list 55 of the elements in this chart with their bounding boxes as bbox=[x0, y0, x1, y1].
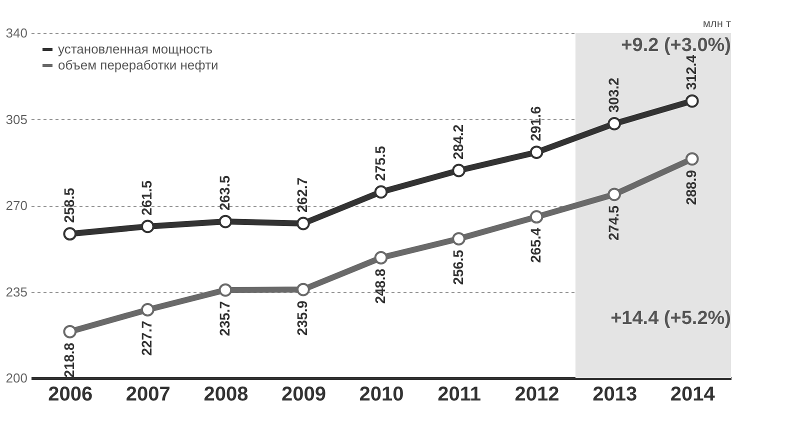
data-label: 256.5 bbox=[450, 250, 466, 285]
point bbox=[608, 116, 622, 130]
point bbox=[374, 185, 388, 199]
point bbox=[530, 210, 544, 224]
point bbox=[63, 324, 77, 338]
data-label: 275.5 bbox=[372, 146, 388, 181]
y-tick-label: 200 bbox=[6, 370, 28, 386]
y-tick-label: 235 bbox=[6, 284, 28, 300]
data-label: 263.5 bbox=[216, 175, 232, 211]
x-tick-label: 2008 bbox=[204, 384, 248, 406]
y-tick-label: 270 bbox=[6, 198, 28, 213]
data-label: 218.8 bbox=[60, 342, 77, 378]
point bbox=[685, 94, 699, 108]
point bbox=[685, 152, 699, 166]
x-tick-label: 2013 bbox=[592, 384, 638, 406]
point bbox=[140, 220, 154, 234]
data-label: 261.5 bbox=[138, 180, 155, 216]
point bbox=[140, 303, 154, 316]
y-tick-label: 305 bbox=[6, 112, 28, 127]
x-tick-label: 2011 bbox=[438, 384, 481, 406]
point bbox=[452, 232, 466, 246]
point bbox=[63, 227, 77, 241]
x-tick-label: 2010 bbox=[359, 384, 404, 406]
x-tick-label: 2014 bbox=[670, 384, 716, 406]
point bbox=[218, 214, 232, 228]
data-label: 312.4 bbox=[683, 54, 700, 90]
point bbox=[296, 216, 310, 230]
data-label: 235.7 bbox=[216, 300, 232, 336]
point bbox=[530, 146, 544, 159]
point bbox=[218, 283, 232, 297]
point bbox=[452, 164, 466, 178]
data-label: 265.4 bbox=[528, 228, 544, 263]
data-label: 288.9 bbox=[683, 170, 700, 205]
data-label: 262.7 bbox=[294, 177, 310, 212]
point bbox=[296, 282, 310, 296]
data-label: 291.6 bbox=[528, 106, 544, 142]
point bbox=[608, 188, 622, 202]
x-tick-label: 2009 bbox=[281, 384, 326, 406]
point bbox=[374, 251, 388, 264]
legend-label: объем переработки нефти bbox=[58, 58, 218, 72]
y-axis-title: млн т bbox=[702, 18, 731, 30]
data-label: 284.2 bbox=[450, 124, 466, 160]
data-label: 303.2 bbox=[605, 77, 622, 113]
data-label: 227.7 bbox=[138, 320, 155, 356]
data-label: 274.5 bbox=[605, 205, 622, 240]
annotation: +9.2 (+3.0%) bbox=[621, 35, 731, 56]
x-tick-label: 2012 bbox=[514, 384, 560, 406]
data-label: 248.8 bbox=[372, 268, 388, 304]
annotation: +14.4 (+5.2%) bbox=[610, 308, 731, 329]
legend-label: установленная мощность bbox=[58, 42, 213, 56]
data-label: 235.9 bbox=[294, 300, 310, 336]
data-label: 258.5 bbox=[60, 188, 77, 223]
y-tick-label: 340 bbox=[6, 26, 28, 40]
x-tick-label: 2007 bbox=[126, 384, 170, 406]
x-tick-label: 2006 bbox=[48, 384, 93, 406]
